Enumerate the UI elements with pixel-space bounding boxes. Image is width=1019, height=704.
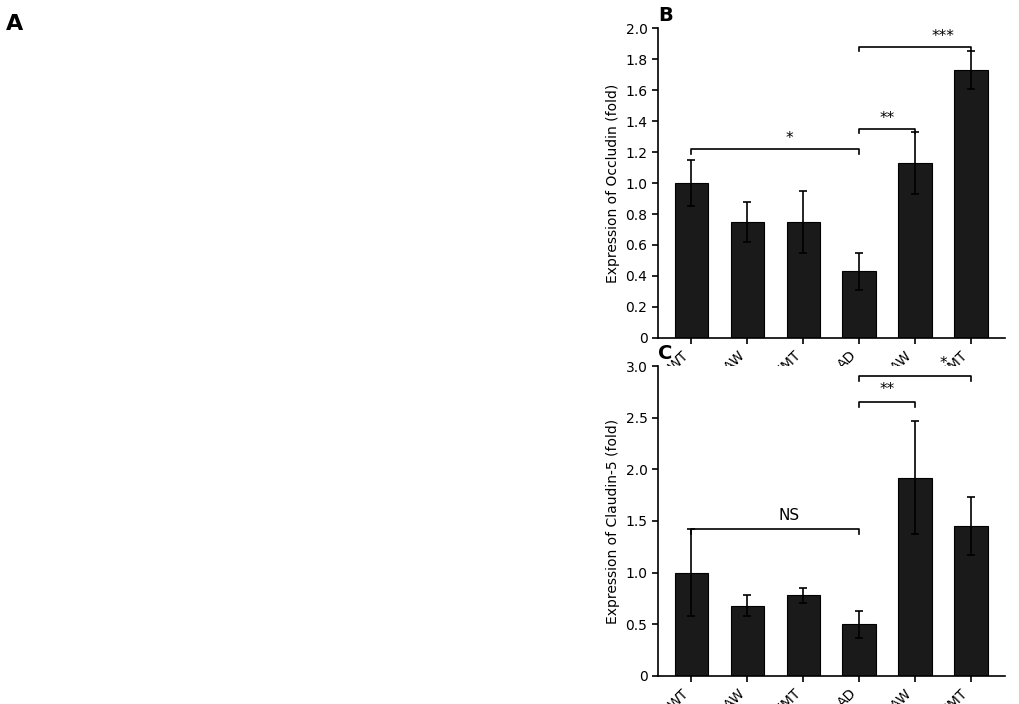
Bar: [786, 222, 819, 338]
Bar: [674, 183, 707, 338]
Bar: [842, 624, 875, 676]
Text: **: **: [878, 111, 894, 126]
Bar: [954, 70, 987, 338]
Bar: [786, 596, 819, 676]
Bar: [730, 222, 763, 338]
Bar: [842, 271, 875, 338]
Bar: [674, 572, 707, 676]
Text: **: **: [878, 382, 894, 397]
Bar: [954, 526, 987, 676]
Text: NS: NS: [779, 508, 799, 523]
Text: *: *: [938, 356, 946, 371]
Bar: [730, 605, 763, 676]
Y-axis label: Expression of Claudin-5 (fold): Expression of Claudin-5 (fold): [605, 418, 620, 624]
Y-axis label: Expression of Occludin (fold): Expression of Occludin (fold): [605, 83, 620, 283]
Text: A: A: [6, 14, 23, 34]
Bar: [898, 477, 931, 676]
Text: C: C: [657, 344, 672, 363]
Bar: [898, 163, 931, 338]
Text: *: *: [785, 131, 793, 146]
Text: B: B: [657, 6, 672, 25]
Text: ***: ***: [930, 29, 954, 44]
